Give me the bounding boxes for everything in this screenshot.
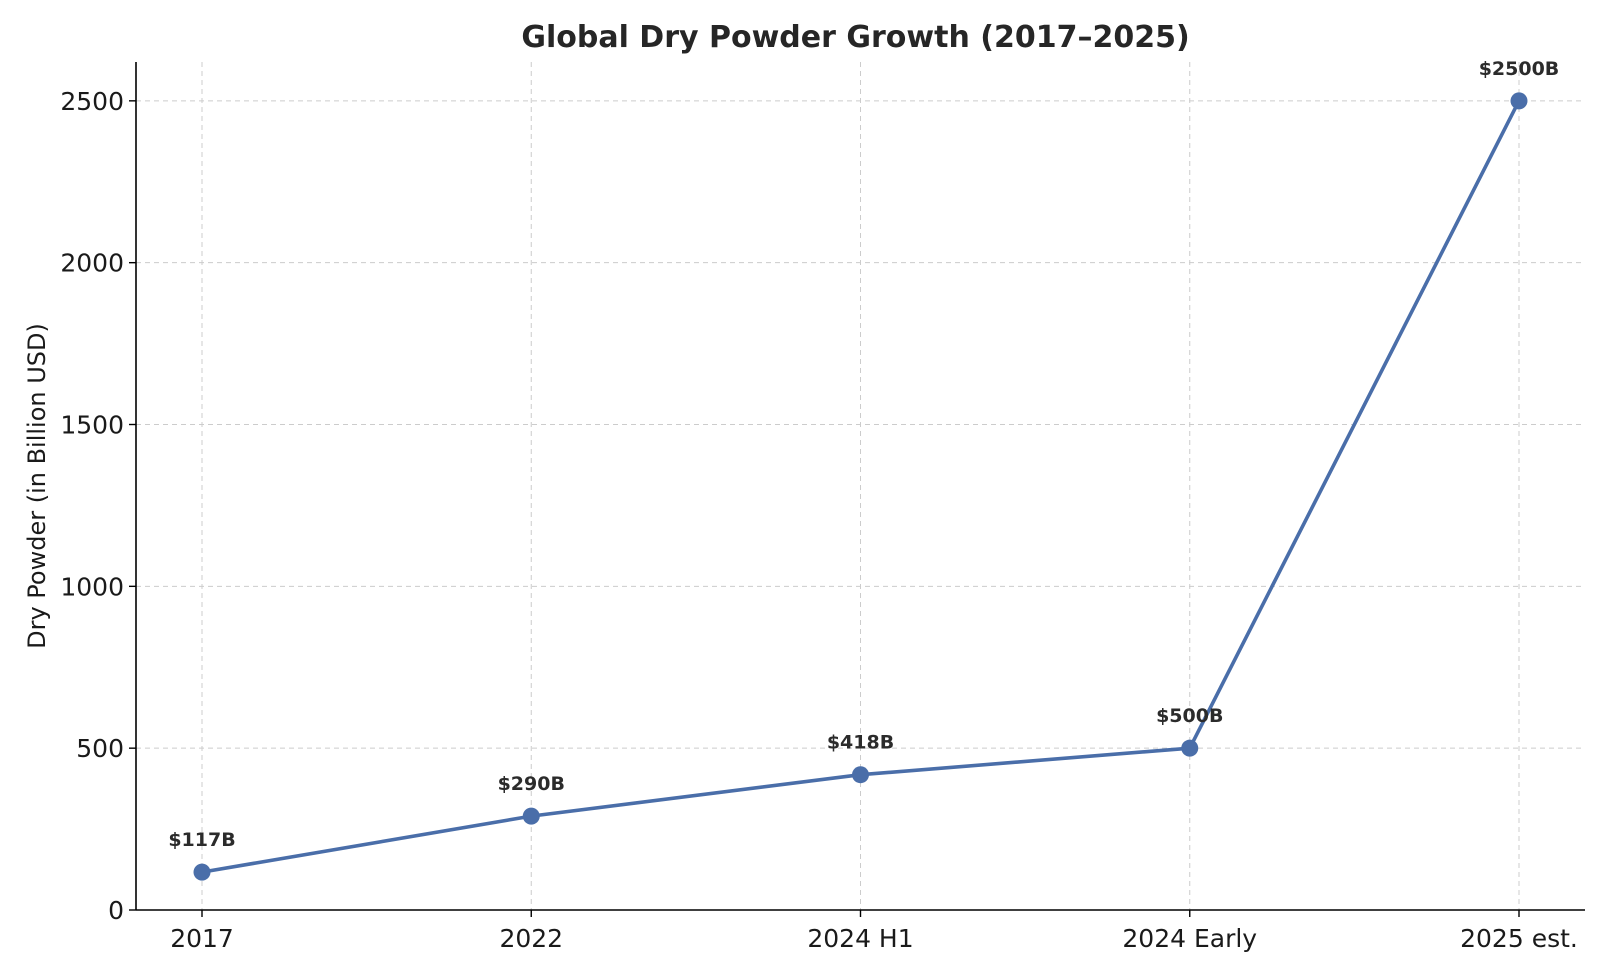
y-axis-label: Dry Powder (in Billion USD) — [23, 323, 51, 649]
x-tick-label: 2022 — [499, 924, 563, 953]
y-tick-label: 2500 — [60, 87, 124, 116]
data-point — [1181, 739, 1199, 757]
data-label: $117B — [168, 829, 235, 851]
data-label: $418B — [827, 732, 894, 754]
x-tick-label: 2017 — [170, 924, 234, 953]
y-tick-label: 0 — [108, 896, 124, 925]
data-label: $290B — [498, 773, 565, 795]
data-point — [852, 766, 869, 784]
y-tick-label: 500 — [76, 734, 124, 763]
x-tick-label: 2024 H1 — [807, 924, 913, 953]
data-point — [1510, 92, 1528, 110]
x-tick-label: 2024 Early — [1122, 924, 1257, 953]
data-label: $2500B — [1479, 58, 1560, 80]
x-tick-label: 2025 est. — [1460, 924, 1578, 953]
tick-layer: 0 500 1000 1500 2000 2500 2017 2022 2024 H1 2024 … — [60, 87, 1577, 953]
y-tick-label: 2000 — [60, 249, 124, 278]
chart-title: Global Dry Powder Growth (2017–2025) — [521, 20, 1189, 55]
data-point — [522, 807, 540, 825]
y-tick-label: 1000 — [60, 572, 124, 601]
data-point — [193, 863, 211, 881]
data-label: $500B — [1156, 705, 1223, 727]
series-layer — [193, 92, 1528, 881]
data-label-layer: $117B $290B $418B $500B $2500B — [168, 58, 1559, 851]
y-tick-label: 1500 — [60, 411, 124, 440]
